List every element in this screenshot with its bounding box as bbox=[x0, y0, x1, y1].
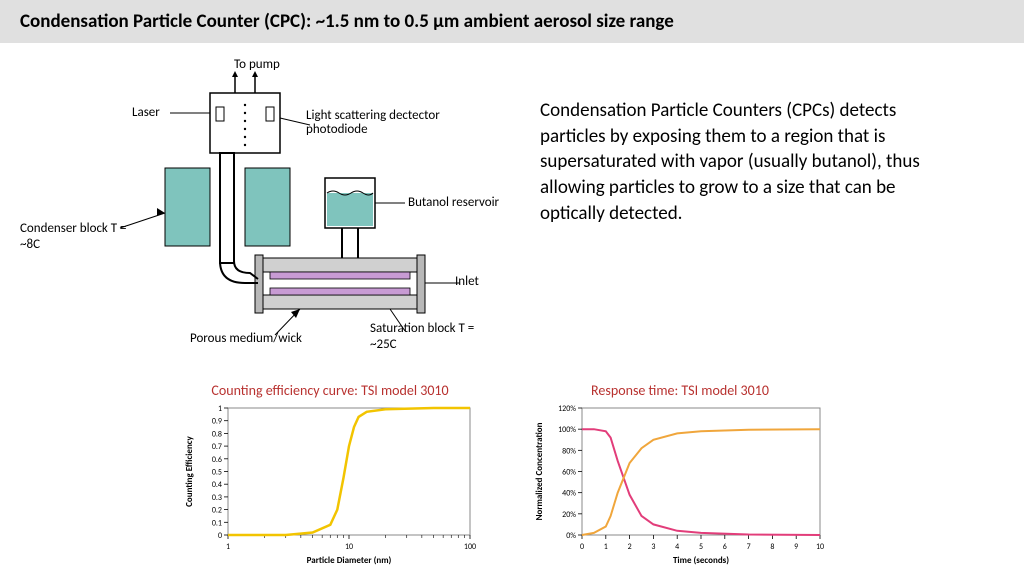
chart-response-time: Response time: TSI model 3010 0%20%40%60… bbox=[530, 382, 830, 567]
chart-counting-efficiency: Counting efficiency curve: TSI model 301… bbox=[180, 382, 480, 567]
svg-text:Normalized Concentration: Normalized Concentration bbox=[534, 422, 545, 520]
page-title: Condensation Particle Counter (CPC): ~1.… bbox=[0, 0, 1024, 43]
svg-text:0.3: 0.3 bbox=[212, 493, 222, 503]
label-photodiode: Light scattering dectector photodiode bbox=[306, 109, 446, 138]
svg-text:8: 8 bbox=[770, 542, 774, 552]
svg-text:0.7: 0.7 bbox=[212, 442, 222, 452]
label-to-pump: To pump bbox=[234, 57, 280, 72]
svg-text:0.8: 0.8 bbox=[212, 429, 222, 439]
svg-text:0: 0 bbox=[218, 531, 222, 541]
svg-text:0.1: 0.1 bbox=[212, 518, 222, 528]
svg-text:6: 6 bbox=[723, 542, 727, 552]
label-laser: Laser bbox=[132, 105, 160, 120]
description-text: Condensation Particle Counters (CPCs) de… bbox=[540, 98, 960, 226]
svg-text:20%: 20% bbox=[562, 510, 576, 520]
svg-text:120%: 120% bbox=[558, 404, 576, 414]
svg-text:4: 4 bbox=[675, 542, 679, 552]
svg-text:0.4: 0.4 bbox=[212, 480, 222, 490]
svg-text:7: 7 bbox=[747, 542, 751, 552]
svg-text:0.5: 0.5 bbox=[212, 468, 222, 478]
svg-text:1: 1 bbox=[218, 404, 222, 414]
svg-text:100%: 100% bbox=[558, 425, 576, 435]
svg-text:Particle Diameter (nm): Particle Diameter (nm) bbox=[307, 555, 392, 566]
label-condenser: Condenser block T = ~8C bbox=[20, 221, 140, 252]
svg-text:2: 2 bbox=[628, 542, 632, 552]
svg-text:9: 9 bbox=[794, 542, 798, 552]
content-area: To pump Laser Light scattering dectector… bbox=[0, 43, 1024, 575]
svg-text:Time (seconds): Time (seconds) bbox=[673, 555, 729, 566]
svg-text:40%: 40% bbox=[562, 489, 576, 499]
svg-text:10: 10 bbox=[345, 542, 353, 552]
svg-text:Counting Efficiency: Counting Efficiency bbox=[184, 435, 195, 506]
svg-text:0.6: 0.6 bbox=[212, 455, 222, 465]
svg-text:1: 1 bbox=[226, 542, 230, 552]
label-porous: Porous medium/wick bbox=[190, 331, 302, 346]
svg-text:0: 0 bbox=[580, 542, 584, 552]
chart1-title: Counting efficiency curve: TSI model 301… bbox=[211, 382, 448, 399]
svg-text:0.2: 0.2 bbox=[212, 506, 222, 516]
svg-text:10: 10 bbox=[816, 542, 824, 552]
svg-text:0%: 0% bbox=[566, 531, 576, 541]
svg-text:100: 100 bbox=[464, 542, 476, 552]
chart2-title: Response time: TSI model 3010 bbox=[591, 382, 769, 399]
label-butanol: Butanol reservoir bbox=[408, 195, 499, 210]
svg-text:3: 3 bbox=[651, 542, 655, 552]
svg-text:5: 5 bbox=[699, 542, 703, 552]
svg-text:0.9: 0.9 bbox=[212, 417, 222, 427]
svg-text:60%: 60% bbox=[562, 468, 576, 478]
label-saturation: Saturation block T = ~25C bbox=[370, 321, 490, 352]
cpc-diagram: To pump Laser Light scattering dectector… bbox=[60, 63, 480, 353]
svg-text:80%: 80% bbox=[562, 446, 576, 456]
label-inlet: Inlet bbox=[455, 274, 479, 289]
svg-text:1: 1 bbox=[604, 542, 608, 552]
